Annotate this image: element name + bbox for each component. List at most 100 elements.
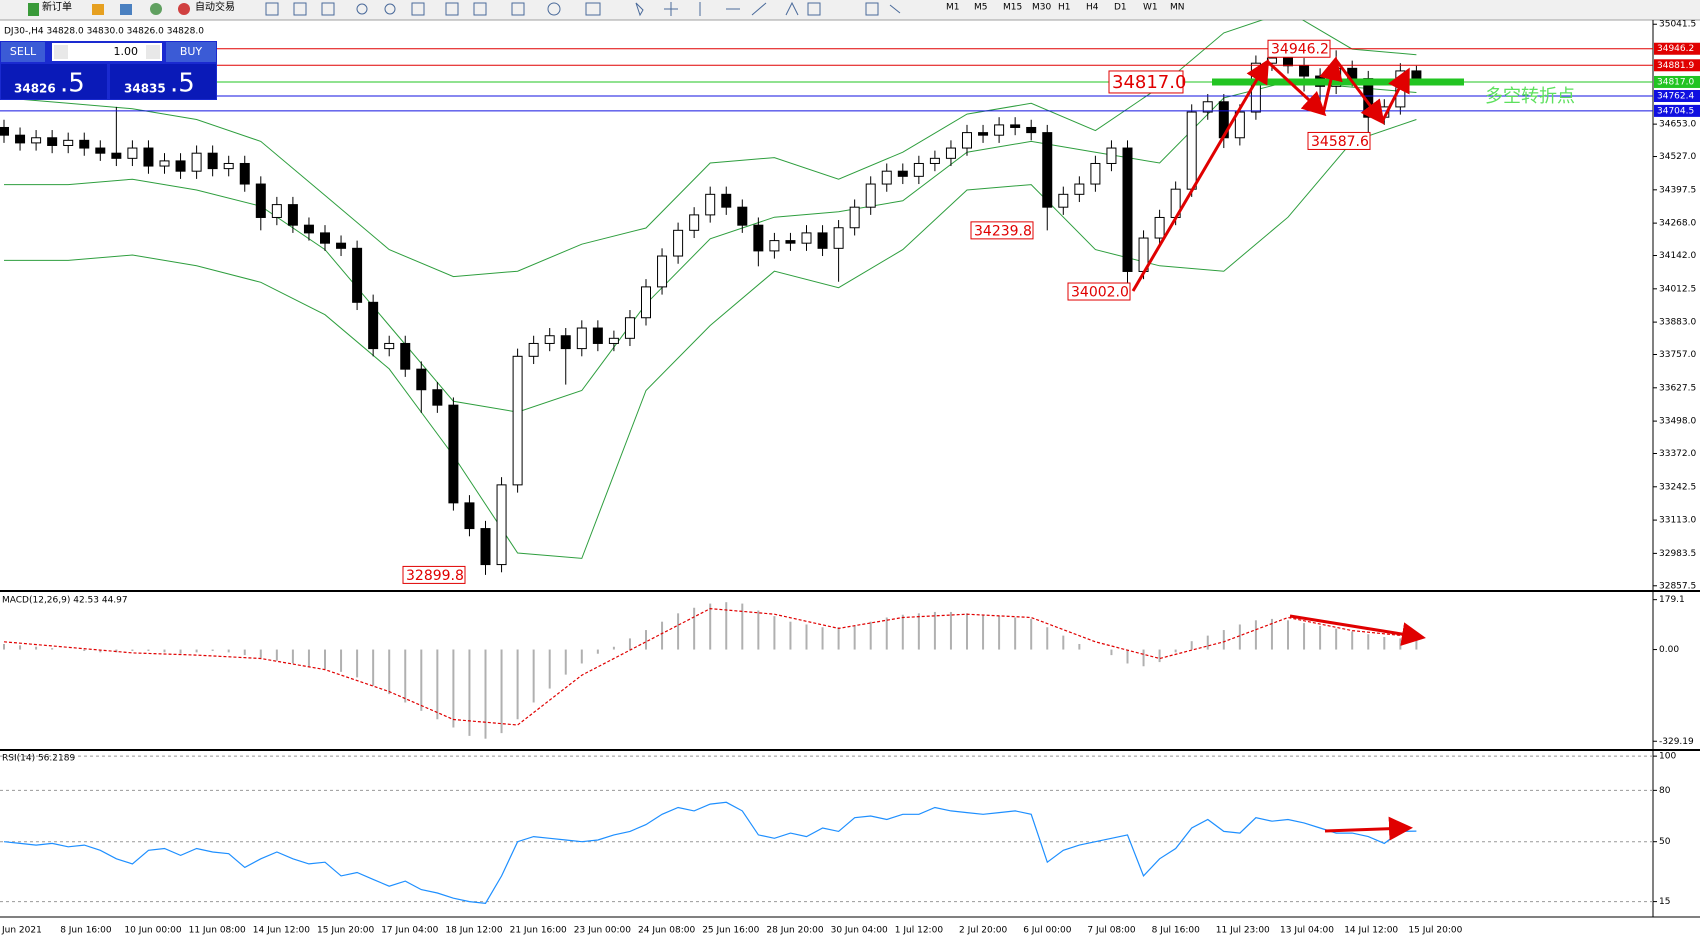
y-tick-label: 33242.5	[1659, 482, 1696, 492]
sell-price[interactable]: 34826	[14, 82, 56, 96]
y-tick-label: -329.19	[1659, 737, 1694, 747]
icon[interactable]	[150, 3, 162, 15]
candle-body	[592, 327, 603, 344]
y-tick-label: 33498.0	[1659, 417, 1696, 427]
candle-body	[303, 224, 314, 234]
chart-frame	[0, 20, 1700, 940]
main-pane	[0, 20, 1422, 575]
annotation: 34239.8	[974, 223, 1032, 239]
toolbar-icons[interactable]	[265, 1, 901, 17]
candle-body	[287, 204, 298, 226]
x-tick-label: 13 Jul 04:00	[1280, 926, 1334, 936]
sell-price-fraction[interactable]: .5	[60, 69, 85, 99]
timeframe-button[interactable]: W1	[1143, 3, 1158, 13]
toolbar	[0, 0, 1700, 20]
rsi-title: RSI(14) 56.2189	[2, 754, 75, 764]
x-tick-label: 18 Jun 12:00	[445, 926, 502, 936]
y-tick-label: 33627.5	[1659, 383, 1696, 393]
auto-trading-icon[interactable]	[178, 3, 190, 15]
y-tick-label: 33372.0	[1659, 449, 1696, 459]
candle-body	[833, 227, 844, 249]
candle-body	[705, 193, 716, 216]
price-label: 34704.5	[1657, 106, 1694, 116]
macd-title: MACD(12,26,9) 42.53 44.97	[2, 596, 128, 606]
annotation-box	[970, 221, 1034, 240]
candle-body	[448, 404, 459, 504]
y-tick-label: 32857.5	[1659, 581, 1696, 591]
buy-price[interactable]: 34835	[124, 82, 166, 96]
candle-body	[849, 206, 860, 229]
drawn-arrows	[1131, 56, 1426, 841]
y-tick-label: 0.00	[1659, 645, 1679, 655]
candle-body	[63, 139, 74, 146]
candle-body	[769, 240, 780, 252]
timeframe-button[interactable]: D1	[1114, 3, 1127, 13]
candle-body	[255, 183, 266, 218]
candle-body	[1154, 216, 1165, 239]
candle-body	[897, 170, 908, 177]
icon[interactable]	[120, 4, 132, 15]
x-tick-label: 25 Jun 16:00	[702, 926, 759, 936]
buy-label[interactable]: BUY	[180, 45, 203, 58]
candle-body	[978, 132, 989, 136]
x-tick-label: 28 Jun 20:00	[766, 926, 823, 936]
x-tick-label: 15 Jun 20:00	[317, 926, 374, 936]
y-tick-label: 34653.0	[1659, 120, 1696, 130]
candle-body	[1283, 57, 1293, 67]
x-tick-label: 1 Jul 12:00	[895, 926, 944, 936]
y-tick-label: 50	[1659, 837, 1671, 847]
candle-body	[31, 137, 42, 144]
candle-body	[496, 484, 507, 566]
sell-label[interactable]: SELL	[10, 45, 37, 58]
candle-body	[560, 335, 571, 350]
lot-size[interactable]: 1.00	[114, 45, 139, 58]
candle-body	[1074, 183, 1085, 195]
timeframe-button[interactable]: M5	[974, 3, 988, 13]
candle-body	[1186, 111, 1197, 190]
auto-trading-button[interactable]: 自动交易	[195, 0, 235, 13]
bollinger-upper	[3, 20, 1417, 278]
timeframe-button[interactable]: M15	[1003, 3, 1022, 13]
candle-body	[1299, 65, 1310, 77]
candle-body	[528, 342, 539, 357]
candle-body	[47, 137, 58, 146]
lot-input[interactable]	[52, 43, 162, 61]
candle-body	[191, 152, 202, 172]
x-tick-label: 30 Jun 04:00	[831, 926, 888, 936]
timeframe-button[interactable]: M30	[1032, 3, 1051, 13]
candle-body	[143, 147, 154, 167]
timeframe-button[interactable]: H1	[1058, 3, 1071, 13]
candle-body	[416, 368, 427, 391]
candle-body	[1411, 70, 1422, 80]
timeframe-button[interactable]: H4	[1086, 3, 1099, 13]
bollinger-lower	[4, 119, 1417, 559]
sell-price-box[interactable]	[1, 64, 107, 99]
candle-body	[689, 214, 700, 231]
x-tick-label: 11 Jul 23:00	[1216, 926, 1270, 936]
candle-body	[1042, 132, 1053, 208]
candle-body	[384, 342, 395, 350]
timeframe-button[interactable]: MN	[1170, 3, 1185, 13]
x-tick-label: 11 Jun 08:00	[189, 926, 246, 936]
candle-body	[0, 126, 9, 136]
buy-price-box[interactable]	[110, 64, 216, 99]
icon[interactable]	[92, 4, 104, 15]
buy-price-fraction[interactable]: .5	[170, 69, 195, 99]
price-label: 34881.9	[1657, 61, 1694, 71]
y-tick-label: 34268.0	[1659, 219, 1696, 229]
candle-body	[1122, 147, 1133, 272]
candle-body	[320, 232, 330, 244]
candle-body	[1058, 193, 1069, 208]
x-tick-label: 2 Jul 20:00	[959, 926, 1008, 936]
annotation-box	[402, 565, 466, 584]
symbol-info: DJ30-,H4 34828.0 34830.0 34826.0 34828.0	[4, 27, 204, 37]
sell-button[interactable]	[1, 42, 45, 62]
price-label: 34762.4	[1657, 92, 1694, 102]
candle-body	[271, 204, 282, 218]
new-order-icon[interactable]	[28, 3, 39, 16]
buy-button[interactable]	[166, 42, 216, 62]
y-tick-label: 33883.0	[1659, 318, 1696, 328]
timeframe-button[interactable]: M1	[946, 3, 960, 13]
new-order-button[interactable]: 新订单	[42, 0, 72, 13]
y-tick-label: 179.1	[1659, 595, 1685, 605]
